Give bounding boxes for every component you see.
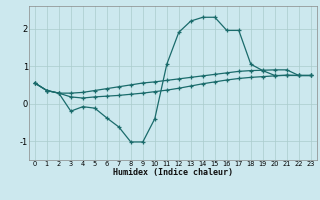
- X-axis label: Humidex (Indice chaleur): Humidex (Indice chaleur): [113, 168, 233, 177]
